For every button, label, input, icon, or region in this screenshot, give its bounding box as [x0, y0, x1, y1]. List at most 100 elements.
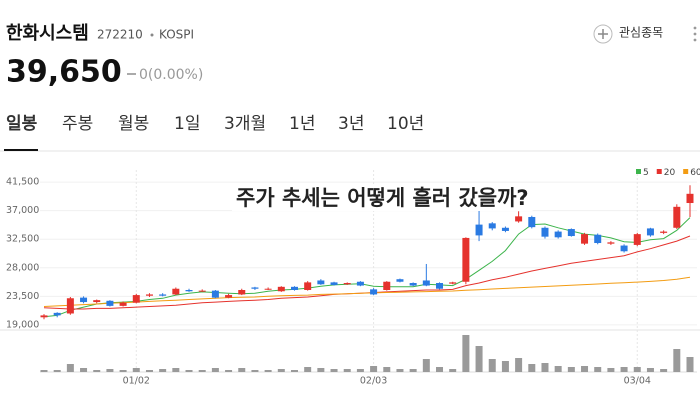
candle-body [607, 242, 615, 244]
watch-button[interactable]: 관심종목 [593, 24, 663, 44]
candle-body [541, 227, 549, 237]
volume-bar [396, 369, 404, 372]
volume-bar [304, 367, 312, 372]
y-tick-label: 28,000 [6, 262, 39, 273]
candle-body [53, 312, 61, 316]
change: 0(0.00%) [139, 67, 203, 83]
candle-body [422, 280, 430, 286]
y-tick-label: 32,500 [6, 234, 39, 245]
volume-bar [620, 367, 628, 372]
volume-bar [225, 370, 233, 372]
more-menu[interactable] [693, 26, 697, 42]
candle-body [567, 229, 575, 237]
candle-body [106, 300, 114, 306]
tab[interactable]: 3개월 [224, 114, 266, 134]
candle-body [383, 281, 391, 290]
candle-body [93, 300, 101, 303]
candle-body [396, 279, 404, 282]
annotation: 주가 추세는 어떻게 흘러 갔을까? [236, 186, 529, 210]
legend-label: 20 [664, 168, 676, 178]
volume-bar [330, 369, 338, 372]
volume-bar [673, 349, 681, 372]
candle-body [554, 231, 562, 238]
candle-body [475, 224, 483, 236]
volume-bar [501, 361, 509, 372]
stock-name: 한화시스템 [6, 23, 89, 44]
candle-body [211, 290, 219, 298]
candle-body [488, 223, 496, 229]
volume-bar [119, 370, 127, 372]
moving-average [43, 217, 691, 318]
legend-label: 60 [690, 168, 700, 178]
volume-bar [686, 357, 694, 372]
tab[interactable]: 1일 [174, 114, 200, 134]
volume-bar [106, 369, 114, 372]
tab[interactable]: 월봉 [118, 114, 149, 134]
x-tick-label: 01/02 [123, 376, 150, 387]
dot [693, 26, 697, 30]
candle-body [660, 231, 668, 233]
annotation-background [232, 185, 533, 211]
chart: 41,500 37,000 32,500 28,000 23,500 19,000 01/0… [0, 168, 700, 387]
volume-bar [185, 370, 193, 372]
volume-bar [660, 369, 668, 372]
candle-body [528, 216, 536, 228]
volume-bar [528, 364, 536, 372]
tab[interactable]: 3년 [338, 114, 364, 134]
y-tick-label: 19,000 [6, 319, 39, 330]
volume-bar [475, 346, 483, 372]
candle-body [225, 295, 233, 298]
volume-bar [66, 364, 74, 372]
candle-body [686, 193, 694, 204]
candle-body [251, 287, 259, 289]
tab[interactable]: 10년 [387, 114, 424, 134]
volume-bar [53, 370, 61, 372]
volume-bar [607, 368, 615, 372]
volume-bar [211, 368, 219, 372]
candle-body [290, 286, 298, 290]
market: KOSPI [159, 28, 194, 42]
candle-body [330, 282, 338, 285]
legend-label: 5 [643, 168, 649, 178]
candle-body [172, 288, 180, 295]
volume-bar [409, 369, 417, 372]
volume-bar [462, 335, 470, 372]
candle-body [277, 286, 285, 292]
tab[interactable]: 일봉 [6, 114, 38, 134]
candle-body [673, 206, 681, 228]
y-tick-label: 23,500 [6, 291, 39, 302]
separator-dot [150, 33, 154, 37]
dot [693, 38, 697, 42]
volume-bar [594, 367, 602, 372]
candle-body [264, 288, 272, 290]
tab[interactable]: 주봉 [62, 114, 93, 134]
candle-body [343, 283, 351, 285]
volume-bar [422, 359, 430, 372]
candle-body [66, 298, 74, 314]
volume-bar [436, 367, 444, 372]
volume-bar [198, 370, 206, 372]
candle-body [409, 283, 417, 286]
watch-label[interactable]: 관심종목 [619, 26, 663, 40]
candle-body [159, 294, 167, 296]
candle-body [132, 295, 140, 303]
x-tick-label: 02/03 [360, 376, 387, 387]
volume-bar [317, 368, 325, 372]
volume-bar [264, 370, 272, 372]
y-tick-label: 41,500 [6, 177, 39, 188]
moving-average [43, 276, 691, 307]
candle-body [145, 294, 153, 296]
x-tick-label: 03/04 [624, 376, 651, 387]
tabs: 일봉 주봉 월봉 1일 3개월 1년 3년 10년 [6, 114, 424, 134]
volume-bar [93, 370, 101, 372]
candle-body [304, 282, 312, 290]
y-tick-label: 37,000 [6, 205, 39, 216]
moving-average [43, 235, 691, 310]
volume-bar [251, 370, 259, 372]
tab[interactable]: 1년 [289, 114, 315, 134]
candle-body [581, 234, 589, 244]
candle-body [646, 228, 654, 236]
volume-bar [383, 367, 391, 372]
legend-swatch [636, 169, 641, 174]
